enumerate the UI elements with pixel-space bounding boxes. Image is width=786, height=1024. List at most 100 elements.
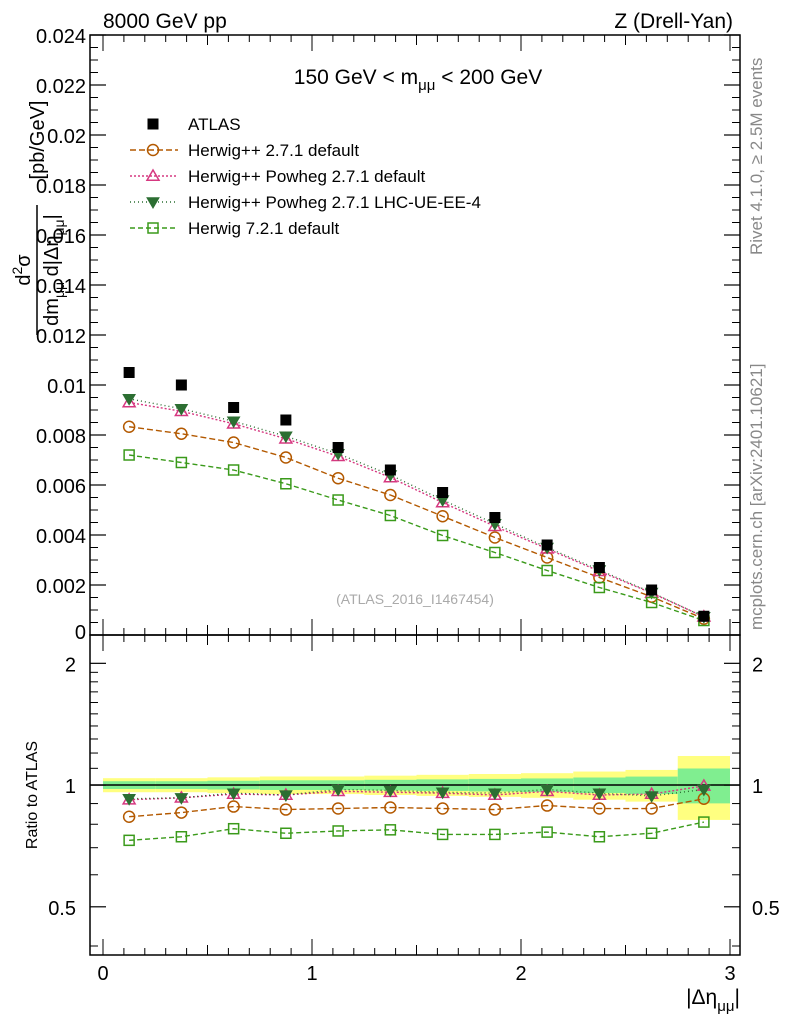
legend-label-2: Herwig++ Powheg 2.7.1 default	[188, 167, 425, 186]
y-tick-label: 0.024	[36, 26, 86, 48]
ratio-point-1	[436, 802, 449, 815]
y-tick-label: 0.012	[36, 326, 86, 348]
ratio-point-1	[279, 803, 293, 816]
x-tick-label: 2	[515, 963, 526, 985]
ratio-point-3	[435, 787, 450, 800]
y-tick-label: 0.022	[36, 76, 86, 98]
ratio-panel-frame	[89, 634, 741, 956]
y-tick-label: 0.02	[47, 126, 86, 148]
ratio-point-1	[227, 800, 240, 813]
ratio-y-tick-label: 0.5	[48, 898, 76, 920]
ratio-point-3	[383, 785, 398, 798]
data-point	[646, 584, 658, 596]
y-tick-label: 0.006	[36, 476, 86, 498]
header-energy: 8000 GeV pp	[103, 10, 227, 33]
ratio-point-4	[227, 822, 240, 835]
series-point-4	[489, 546, 501, 559]
svg-text:d2σ: d2σ	[9, 254, 35, 286]
series-point-4	[175, 456, 188, 469]
data-point	[332, 442, 344, 453]
legend-label-4: Herwig 7.2.1 default	[188, 219, 339, 238]
ratio-point-3	[592, 788, 607, 801]
data-point	[280, 414, 292, 426]
ratio-point-3	[488, 788, 502, 801]
data-point	[489, 512, 501, 523]
ratio-point-4	[280, 827, 292, 840]
series-point-1	[122, 420, 136, 433]
series-point-3	[279, 431, 293, 444]
y-tick-label: 0.008	[36, 426, 86, 448]
chart-title: 150 GeV < mμμ < 200 GeV	[294, 66, 542, 94]
ratio-y-tick-label-right: 2	[752, 654, 763, 676]
data-point	[698, 610, 710, 622]
series-point-4	[280, 478, 292, 490]
series-point-1	[436, 510, 449, 523]
header-process: Z (Drell-Yan)	[614, 10, 733, 33]
y-tick-label: 0.018	[36, 176, 86, 198]
legend-marker-3	[146, 197, 160, 209]
ratio-point-1	[593, 802, 606, 815]
series-point-2	[121, 395, 137, 408]
series-line-1	[129, 426, 705, 620]
data-point	[228, 402, 240, 413]
ratio-point-3	[697, 784, 711, 797]
legend-label-3: Herwig++ Powheg 2.7.1 LHC-UE-EE-4	[188, 193, 481, 212]
data-point	[175, 379, 187, 391]
ratio-y-label: Ratio to ATLAS	[24, 741, 41, 849]
series-point-4	[436, 529, 449, 542]
x-tick-label: 0	[97, 963, 108, 985]
ratio-y-tick-label: 1	[65, 776, 76, 798]
data-point	[384, 464, 396, 476]
legend-marker-data	[147, 118, 159, 130]
svg-text:[pb/GeV]: [pb/GeV]	[27, 101, 49, 180]
y-tick-label-zero: 0	[75, 622, 86, 644]
x-tick-label: 3	[724, 963, 735, 985]
ratio-y-tick-label-right: 0.5	[752, 898, 780, 920]
series-point-1	[384, 488, 397, 502]
ratio-point-4	[698, 816, 710, 828]
ratio-point-3	[279, 790, 293, 802]
y-tick-label: 0.016	[36, 226, 86, 248]
legend-marker-2	[145, 168, 161, 181]
series-point-4	[541, 564, 553, 577]
x-tick-label: 1	[306, 963, 317, 985]
ratio-point-4	[436, 828, 449, 841]
series-line-2	[129, 401, 705, 618]
series-point-4	[227, 464, 240, 476]
ratio-point-4	[332, 825, 344, 837]
series-point-3	[122, 394, 136, 406]
ratio-point-3	[644, 791, 659, 803]
legend-marker-4	[147, 222, 159, 234]
ratio-point-3	[226, 788, 241, 801]
series-point-1	[331, 472, 345, 485]
ratio-y-tick-label: 2	[65, 654, 76, 676]
ratio-y-tick-label-right: 1	[752, 776, 763, 798]
ratio-point-3	[122, 794, 136, 806]
ratio-point-4	[645, 827, 658, 840]
ratio-line-4	[129, 821, 705, 842]
ratio-point-4	[541, 826, 553, 838]
rivet-label: Rivet 4.1.0, ≥ 2.5M events	[747, 58, 766, 255]
y-tick-label: 0.002	[36, 576, 86, 598]
series-point-4	[384, 509, 397, 522]
ratio-point-3	[540, 784, 554, 797]
series-point-1	[175, 427, 188, 440]
y-tick-label: 0.004	[36, 526, 86, 548]
legend: ATLAS Herwig++ 2.7.1 default Herwig++ Powh…	[130, 115, 481, 238]
ratio-point-3	[174, 793, 189, 805]
series-point-1	[488, 531, 502, 544]
legend-label-data: ATLAS	[188, 115, 241, 134]
mcplots-label: mcplots.cern.ch [arXiv:2401.10621]	[747, 364, 766, 630]
series-point-4	[645, 596, 658, 609]
ratio-line-1	[129, 798, 705, 818]
y-tick-label: 0.01	[47, 376, 86, 398]
data-point	[541, 539, 553, 551]
ratio-point-1	[488, 803, 502, 816]
ratio-point-1	[175, 806, 188, 819]
ratio-point-4	[593, 831, 606, 843]
ratio-point-1	[122, 810, 136, 823]
legend-marker-1	[146, 143, 160, 157]
series-point-1	[279, 451, 293, 464]
series-point-3	[174, 404, 189, 416]
